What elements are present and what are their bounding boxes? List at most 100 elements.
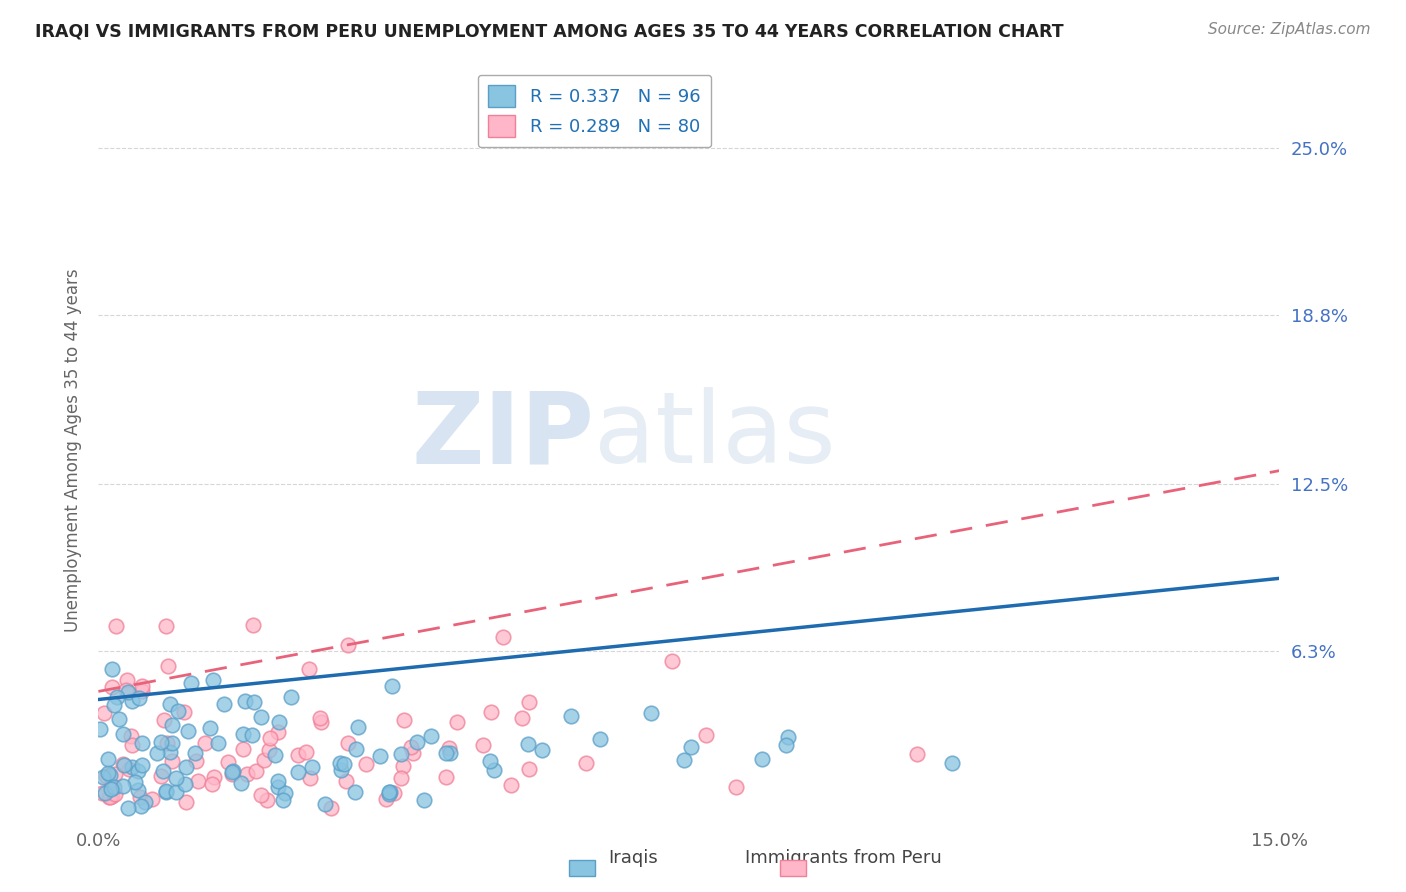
Point <box>287 747 309 762</box>
Text: ZIP: ZIP <box>412 387 595 484</box>
Point <box>222 764 245 778</box>
Point <box>160 754 183 768</box>
Point <box>269 715 291 730</box>
Point <box>90 786 112 800</box>
Point <box>101 779 124 793</box>
Point <box>100 662 122 676</box>
Point <box>575 756 598 770</box>
Point <box>412 793 434 807</box>
Point <box>236 766 259 780</box>
Point <box>266 724 288 739</box>
Point <box>346 720 368 734</box>
Point <box>314 797 336 811</box>
Point <box>775 738 797 752</box>
Point <box>492 630 515 644</box>
Point <box>287 764 309 779</box>
Point <box>391 759 413 773</box>
Point <box>146 746 169 760</box>
Point <box>249 788 271 802</box>
Point <box>174 777 197 791</box>
Point <box>131 799 153 814</box>
Point <box>124 774 146 789</box>
Point <box>127 782 149 797</box>
Point <box>267 774 290 789</box>
Point <box>309 711 332 725</box>
Point <box>336 638 359 652</box>
Point <box>98 789 121 804</box>
Point <box>118 762 141 776</box>
Point <box>280 690 302 704</box>
Point <box>155 784 177 798</box>
Point <box>434 746 457 760</box>
Point <box>128 691 150 706</box>
Point <box>356 757 378 772</box>
Point <box>695 728 717 742</box>
Point <box>117 684 139 698</box>
Point <box>104 619 127 633</box>
Y-axis label: Unemployment Among Ages 35 to 44 years: Unemployment Among Ages 35 to 44 years <box>63 268 82 632</box>
Point <box>207 737 229 751</box>
Point <box>165 772 187 786</box>
Point <box>232 742 254 756</box>
Point <box>166 704 188 718</box>
Point <box>134 795 156 809</box>
Point <box>103 698 125 712</box>
Point <box>101 680 124 694</box>
Point <box>131 757 153 772</box>
Point <box>97 790 120 805</box>
Point <box>264 747 287 762</box>
Point <box>221 764 243 779</box>
Point <box>96 751 118 765</box>
Point <box>100 781 122 796</box>
Point <box>309 715 332 730</box>
Point <box>517 737 540 751</box>
Text: atlas: atlas <box>595 387 837 484</box>
Point <box>439 746 461 760</box>
Point <box>202 770 225 784</box>
Point <box>375 792 398 806</box>
Point <box>112 758 135 772</box>
Point <box>159 745 181 759</box>
Point <box>249 710 271 724</box>
Point <box>180 675 202 690</box>
Text: Source: ZipAtlas.com: Source: ZipAtlas.com <box>1208 22 1371 37</box>
Point <box>378 787 401 801</box>
Point <box>389 771 412 785</box>
Point <box>381 679 404 693</box>
Point <box>344 785 367 799</box>
Point <box>155 785 177 799</box>
Point <box>389 747 412 761</box>
Point <box>184 754 207 768</box>
Point <box>478 754 501 768</box>
Point <box>131 679 153 693</box>
Point <box>368 749 391 764</box>
Point <box>160 718 183 732</box>
Point <box>267 780 290 794</box>
Point <box>640 706 662 720</box>
Point <box>111 780 134 794</box>
Point <box>329 756 352 771</box>
Point <box>218 755 240 769</box>
Point <box>155 619 177 633</box>
Point <box>259 731 281 745</box>
Point <box>377 785 399 799</box>
Point <box>200 777 222 791</box>
Point <box>253 753 276 767</box>
Point <box>105 690 128 705</box>
Point <box>333 756 356 771</box>
Point <box>91 770 114 784</box>
Point <box>243 695 266 709</box>
Point <box>245 764 267 778</box>
Point <box>344 742 367 756</box>
Point <box>242 618 264 632</box>
Text: Immigrants from Peru: Immigrants from Peru <box>745 849 942 867</box>
Point <box>141 791 163 805</box>
Point <box>131 735 153 749</box>
Point <box>198 722 221 736</box>
Point <box>94 786 117 800</box>
Point <box>420 729 443 743</box>
Point <box>233 694 256 708</box>
Point <box>201 673 224 688</box>
Point <box>437 740 460 755</box>
Point <box>187 774 209 789</box>
